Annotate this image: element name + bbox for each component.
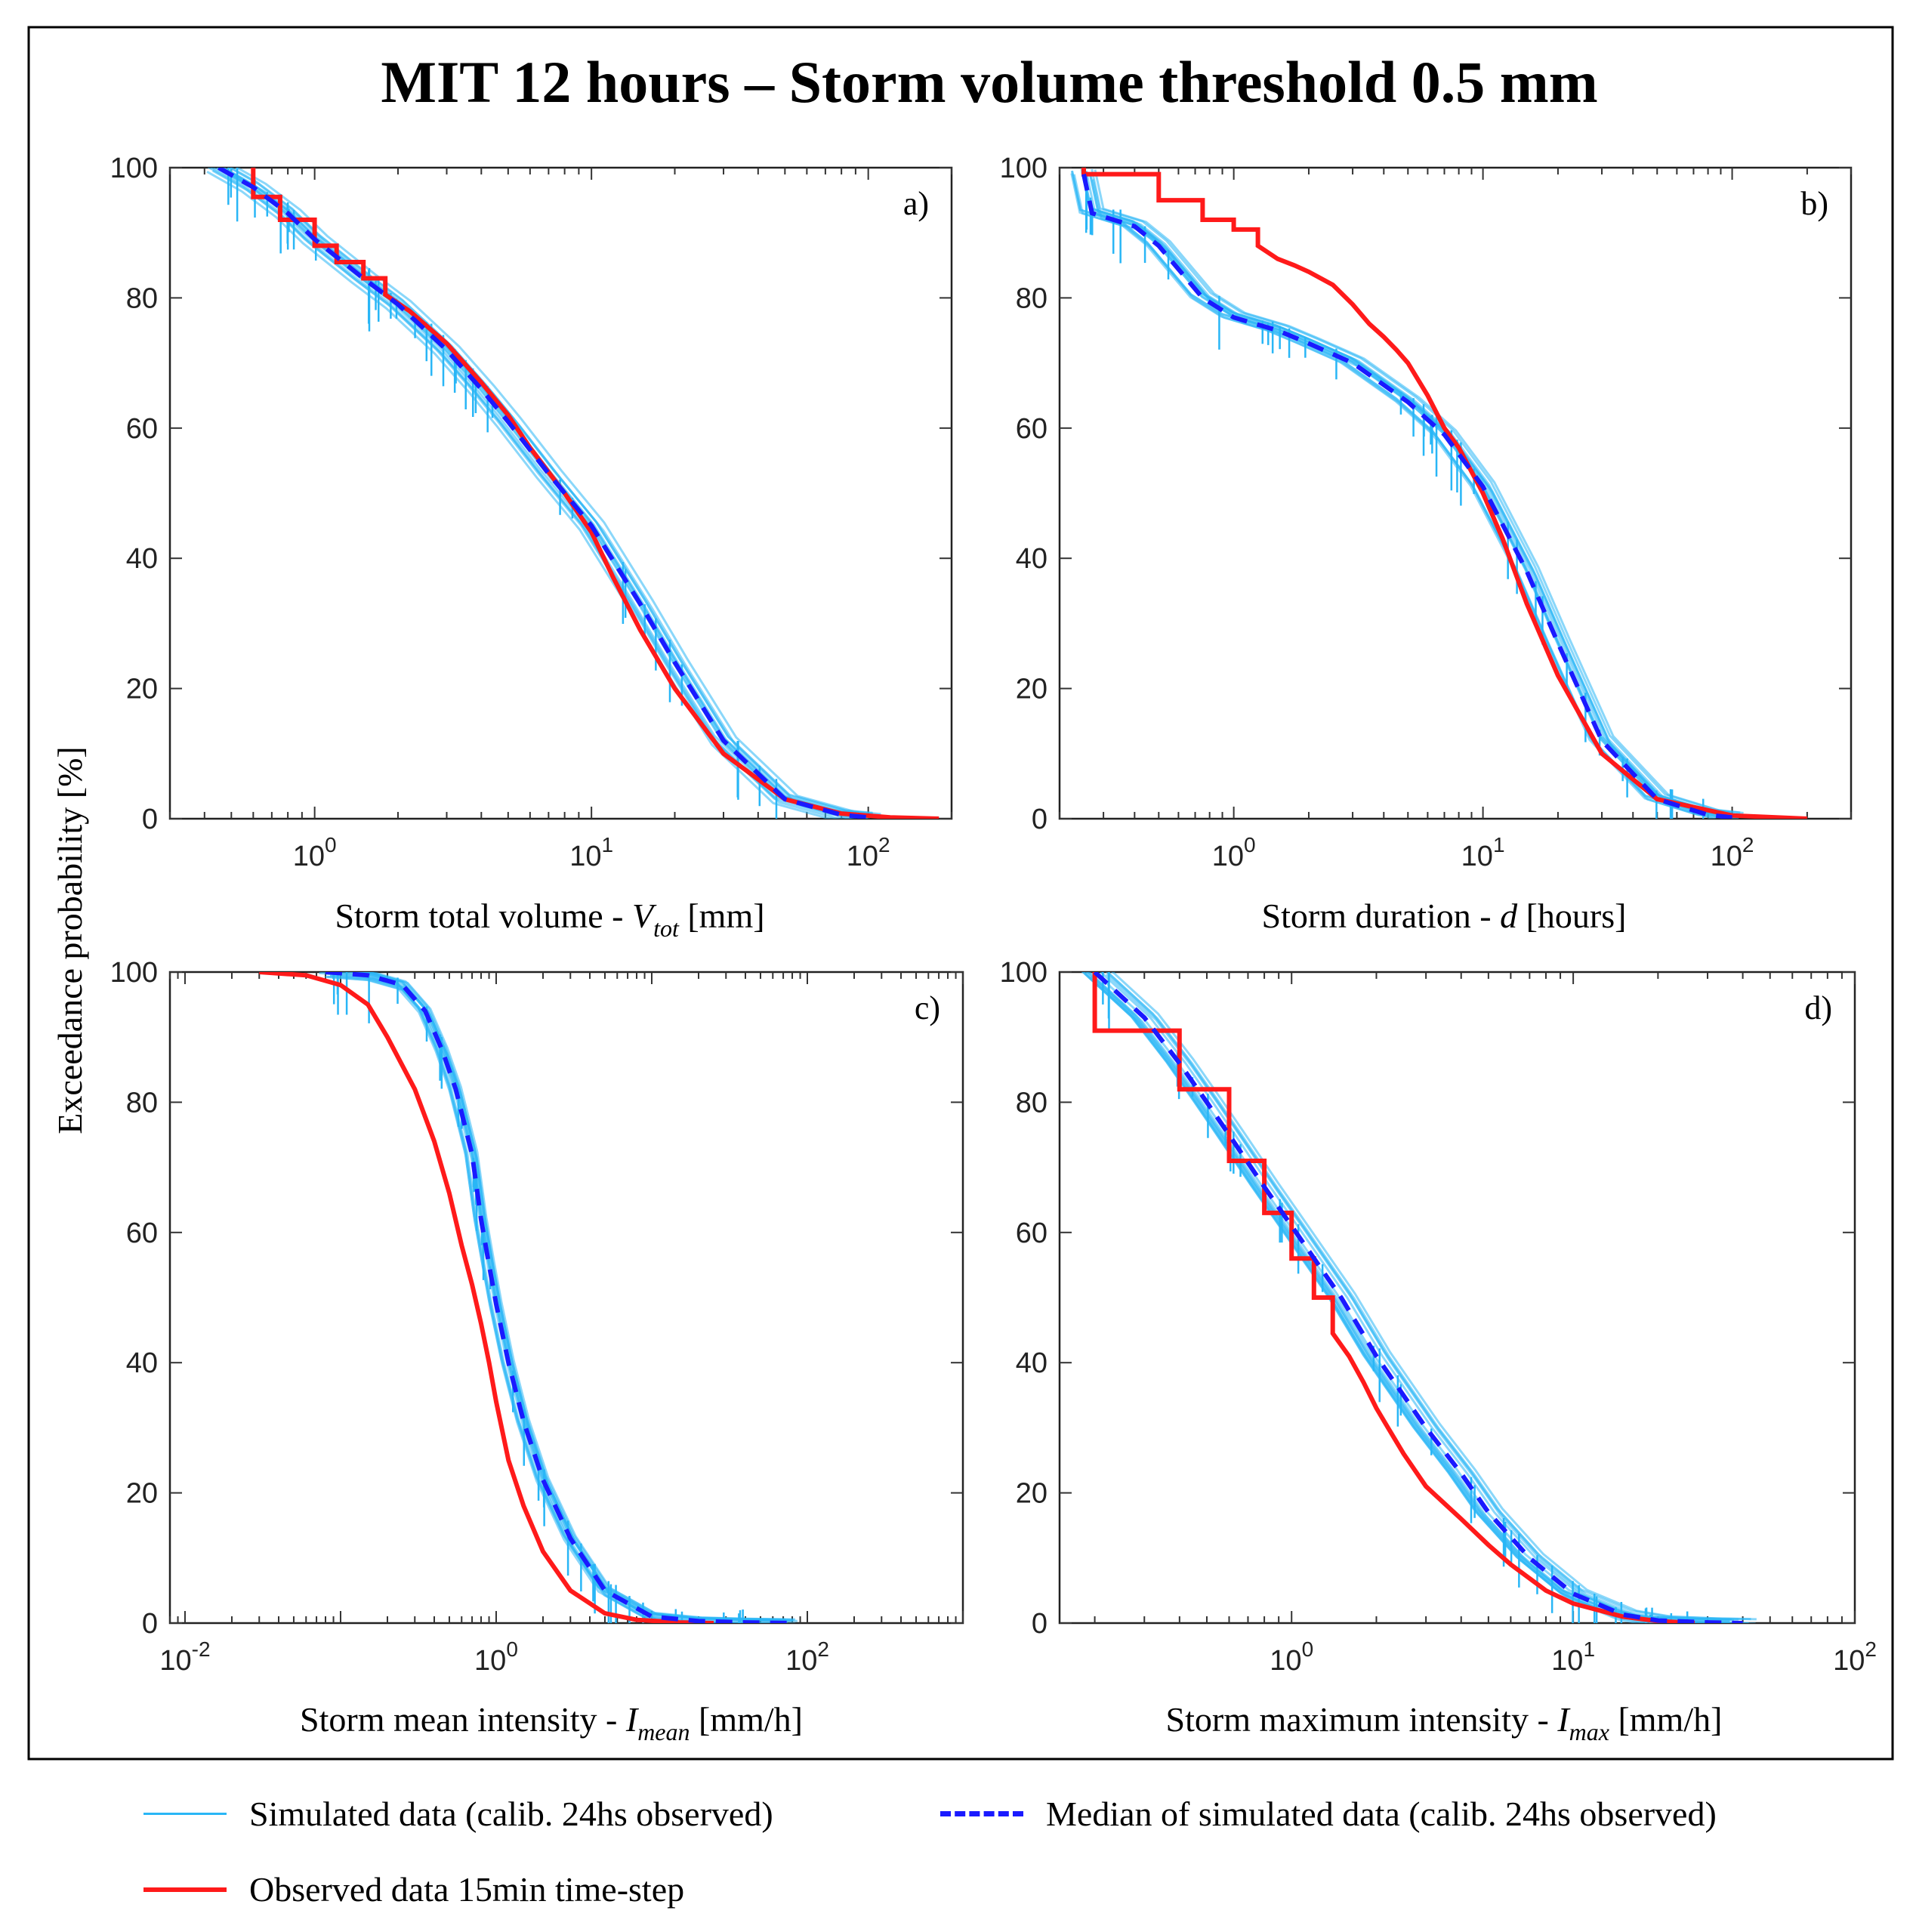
legend-swatch-observed — [143, 1887, 227, 1892]
curves — [206, 168, 939, 819]
curves — [1081, 972, 1757, 1623]
y-tick-label: 20 — [1016, 1478, 1047, 1510]
simulated-series — [328, 972, 796, 1623]
figure-frame — [27, 26, 1894, 1761]
y-tick-label: 100 — [1000, 153, 1047, 184]
x-tick-label: 101 — [1551, 1637, 1595, 1677]
y-tick-label: 0 — [1032, 1608, 1047, 1640]
simulated-series — [1091, 168, 1741, 814]
legend: Simulated data (calib. 24hs observed) Me… — [0, 1779, 1916, 1930]
y-tick-label: 60 — [1016, 413, 1047, 445]
y-tick-label: 20 — [126, 674, 158, 705]
x-tick-label: 100 — [293, 833, 337, 872]
panel-b: 0 20 40 60 80 100 100 101 102 b) Storm duration - … — [1000, 153, 1853, 935]
simulated-series — [1094, 169, 1744, 814]
y-tick-label: 80 — [1016, 282, 1047, 314]
y-tick-label: 80 — [1016, 1087, 1047, 1119]
curves — [1070, 168, 1808, 819]
legend-swatch-simulated — [143, 1813, 227, 1815]
simulated-series — [1111, 972, 1757, 1621]
legend-item-simulated: Simulated data (calib. 24hs observed) — [143, 1794, 773, 1834]
y-tick-label: 20 — [1016, 674, 1047, 705]
panel-a: 0 20 40 60 80 100 100 101 102 a) Storm total volum… — [110, 153, 953, 942]
panel-d: 0 20 40 60 80 100 100 101 102 d) Storm maximum int… — [1000, 957, 1877, 1745]
x-tick-label: 102 — [785, 1637, 829, 1677]
x-axis-label: Storm duration - d [hours] — [1262, 897, 1627, 935]
observed-series — [259, 972, 714, 1623]
y-tick-label: 0 — [1032, 804, 1047, 835]
x-tick-label: 100 — [1212, 833, 1256, 872]
plot-area — [168, 166, 953, 820]
panel-label: d) — [1804, 989, 1832, 1026]
observed-series — [251, 168, 939, 819]
x-tick-label: 100 — [474, 1637, 518, 1677]
figure-title: MIT 12 hours – Storm volume threshold 0.… — [381, 49, 1597, 115]
y-tick-label: 0 — [142, 804, 158, 835]
y-tick-label: 100 — [110, 153, 158, 184]
observed-series — [1081, 168, 1808, 819]
y-tick-label: 60 — [126, 413, 158, 445]
x-tick-label: 100 — [1270, 1637, 1313, 1677]
y-tick-label: 40 — [1016, 543, 1047, 575]
y-tick-label: 60 — [1016, 1218, 1047, 1249]
x-tick-label: 101 — [1461, 833, 1505, 872]
curves — [259, 972, 798, 1623]
x-tick-label: 102 — [847, 833, 890, 872]
x-tick-label: 102 — [1833, 1637, 1877, 1677]
legend-label-simulated: Simulated data (calib. 24hs observed) — [249, 1795, 773, 1833]
y-tick-label: 20 — [126, 1478, 158, 1510]
legend-label-median: Median of simulated data (calib. 24hs ob… — [1046, 1795, 1717, 1833]
y-tick-label: 100 — [1000, 957, 1047, 989]
median-series — [218, 168, 869, 819]
y-tick-label: 40 — [126, 1347, 158, 1379]
legend-item-median: Median of simulated data (calib. 24hs ob… — [940, 1794, 1717, 1834]
y-axis-label: Exceedance probability [%] — [51, 746, 89, 1134]
simulated-series — [319, 972, 786, 1623]
y-tick-label: 60 — [126, 1218, 158, 1249]
y-tick-label: 80 — [126, 1087, 158, 1119]
y-tick-label: 80 — [126, 282, 158, 314]
y-tick-label: 0 — [142, 1608, 158, 1640]
x-axis-label: Storm maximum intensity - Imax [mm/h] — [1166, 1700, 1723, 1745]
panel-c: 0 20 40 60 80 100 10-2 100 102 c) Storm mean inten… — [110, 957, 964, 1745]
x-tick-label: 101 — [569, 833, 613, 872]
simulated-series — [215, 168, 859, 814]
figure-canvas: MIT 12 hours – Storm volume threshold 0.… — [27, 26, 1894, 1761]
panel-label: b) — [1800, 185, 1828, 222]
observed-series — [1092, 972, 1695, 1623]
panel-label: a) — [903, 185, 929, 222]
legend-label-observed: Observed data 15min time-step — [249, 1870, 685, 1909]
y-tick-label: 40 — [1016, 1347, 1047, 1379]
legend-swatch-median — [940, 1811, 1023, 1816]
simulated-series — [230, 171, 855, 819]
y-tick-label: 100 — [110, 957, 158, 989]
legend-item-observed: Observed data 15min time-step — [143, 1869, 684, 1909]
x-axis-label: Storm total volume - Vtot [mm] — [335, 897, 764, 942]
panel-label: c) — [915, 989, 940, 1026]
simulated-series — [234, 168, 881, 816]
x-tick-label: 10-2 — [159, 1637, 210, 1677]
median-series — [325, 972, 793, 1623]
y-tick-label: 40 — [126, 543, 158, 575]
x-axis-label: Storm mean intensity - Imean [mm/h] — [300, 1700, 803, 1745]
median-series — [1093, 972, 1743, 1623]
median-series — [1081, 173, 1732, 819]
x-tick-label: 102 — [1711, 833, 1754, 872]
